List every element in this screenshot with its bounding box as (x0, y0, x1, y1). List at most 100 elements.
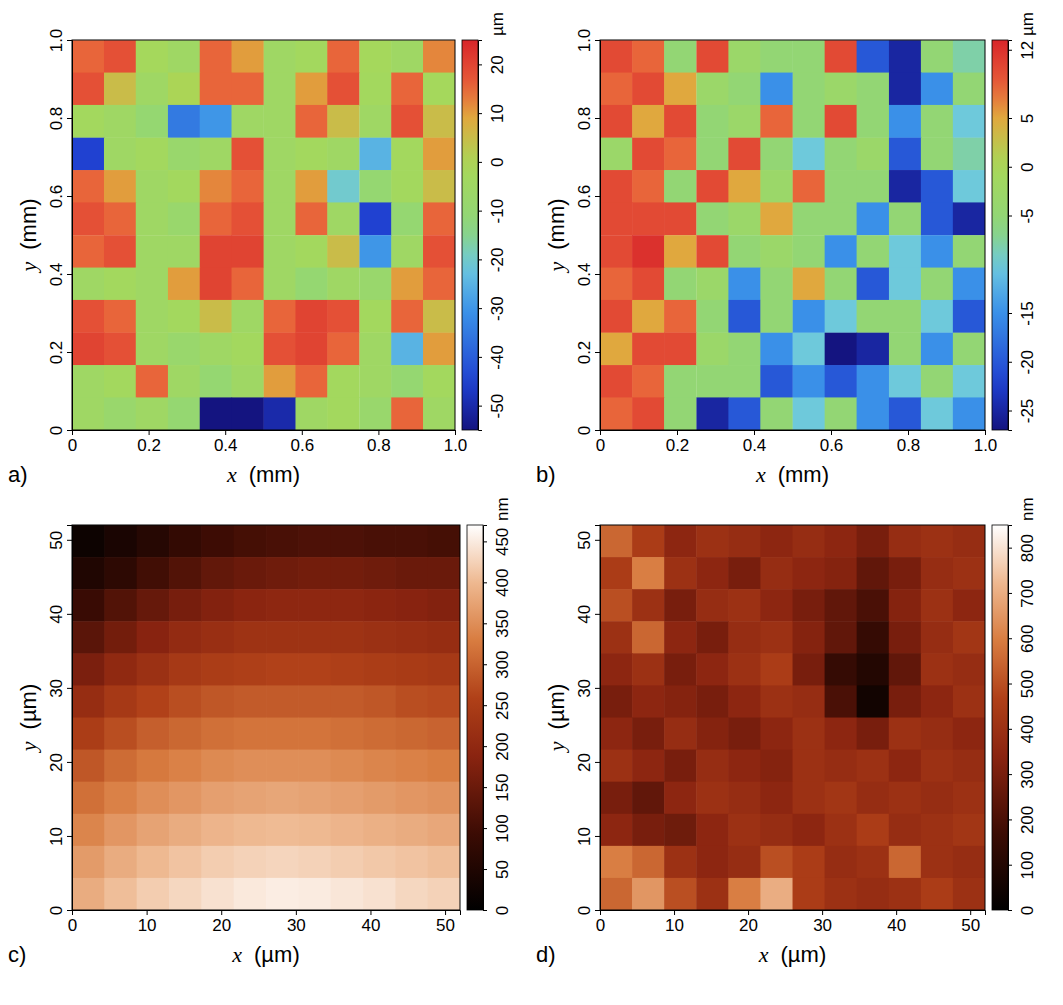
heatmap-cell (728, 878, 761, 910)
colorbar-tick: -20 (478, 248, 507, 273)
heatmap-cell (760, 235, 793, 268)
colorbar-tick: 350 (483, 610, 512, 638)
y-tick-mark (67, 352, 72, 353)
colorbar-tick-label: 0 (493, 906, 512, 915)
heatmap-cell (104, 333, 136, 366)
y-axis: 00.20.40.60.81.0 (47, 29, 73, 436)
heatmap-cell (857, 202, 890, 235)
heatmap-cell (921, 782, 954, 815)
heatmap-cell (889, 170, 922, 203)
x-axis-line (601, 911, 986, 916)
heatmap-cell (169, 621, 202, 654)
x-tick-label: 0.6 (820, 436, 844, 455)
heatmap-cell (234, 718, 267, 751)
y-tick-label: 0.8 (47, 107, 66, 131)
heatmap-cell (921, 621, 954, 654)
heatmap-cell (169, 653, 202, 686)
heatmap-cell (234, 685, 267, 718)
heatmap-cell (168, 73, 200, 106)
colorbar-tick-mark (1008, 774, 1012, 775)
heatmap-cell (600, 718, 633, 751)
heatmap-cell (137, 846, 170, 879)
heatmap-cell (232, 170, 264, 203)
heatmap-cell (728, 621, 761, 654)
heatmap-cell (104, 105, 136, 138)
heatmap-cell (331, 589, 364, 622)
heatmap-cell (857, 589, 890, 622)
heatmap-cell (200, 138, 232, 171)
colorbar-unit: µm (1018, 12, 1037, 36)
heatmap-cell (857, 397, 890, 430)
heatmap-cell (391, 333, 423, 366)
heatmap-cell (363, 846, 396, 879)
heatmap-cell (359, 202, 391, 235)
heatmap-cell (169, 685, 202, 718)
heatmap-cell (295, 397, 327, 430)
colorbar-tick-mark (483, 541, 487, 542)
y-tick-label: 0.4 (47, 263, 66, 287)
x-tick-mark (985, 430, 986, 435)
heatmap-cell (696, 653, 729, 686)
colorbar-tick: 500 (1008, 670, 1037, 698)
heatmap-cell (266, 621, 299, 654)
heatmap-cell (728, 235, 761, 268)
heatmap-cell (137, 653, 170, 686)
heatmap-cell (201, 846, 234, 879)
heatmap-cell (857, 846, 890, 879)
heatmap-cell (632, 621, 665, 654)
figure: 00.20.40.60.81.000.20.40.60.81.0x(mm)y(m… (0, 0, 1063, 1005)
heatmap-cell (664, 202, 697, 235)
heatmap-cell (423, 105, 455, 138)
heatmap-cell (889, 268, 922, 301)
heatmap-cell (295, 105, 327, 138)
heatmap-cell (696, 268, 729, 301)
y-axis-title: y(µm) (544, 684, 569, 753)
heatmap-cell (857, 268, 890, 301)
colorbar-tick-label: 600 (1018, 625, 1037, 653)
heatmap-cell (200, 397, 232, 430)
heatmap-cell (72, 685, 105, 718)
heatmap-cell (664, 138, 697, 171)
heatmap-cell (395, 557, 428, 590)
heatmap-cell (728, 685, 761, 718)
heatmap-cell (921, 589, 954, 622)
colorbar-tick: 400 (1008, 715, 1037, 743)
heatmap-cell (921, 685, 954, 718)
heatmap-cell (696, 73, 729, 106)
heatmap-cell (168, 235, 200, 268)
heatmap-cell (428, 846, 460, 879)
heatmap-cell (953, 653, 985, 686)
heatmap-cell (428, 782, 460, 815)
heatmap-cell (331, 621, 364, 654)
y-tick-label: 10 (47, 827, 66, 846)
heatmap-cell (234, 782, 267, 815)
heatmap-cell (264, 73, 296, 106)
heatmap-cell (825, 525, 858, 558)
heatmap-cell (600, 235, 633, 268)
y-tick-label: 1.0 (575, 29, 594, 53)
heatmap-cell (327, 397, 359, 430)
heatmap-cell (391, 365, 423, 398)
heatmap-cell (664, 268, 697, 301)
heatmap-cell (200, 333, 232, 366)
heatmap-cell (264, 300, 296, 333)
heatmap-cell (664, 73, 697, 106)
x-tick: 0 (68, 430, 77, 455)
y-tick: 50 (575, 531, 600, 550)
x-tick: 30 (813, 910, 832, 935)
x-tick: 1.0 (444, 430, 468, 455)
y-tick-mark (67, 836, 72, 837)
colorbar-tick-mark (478, 162, 482, 163)
heatmap-cell (921, 268, 954, 301)
heatmap-cell (857, 653, 890, 686)
heatmap-cell (825, 782, 858, 815)
heatmap-cell (696, 718, 729, 751)
heatmap-cell (264, 170, 296, 203)
heatmap-cell (298, 557, 331, 590)
heatmap-cell (168, 105, 200, 138)
colorbar-tick-mark (478, 211, 482, 212)
heatmap-cell (696, 397, 729, 430)
y-tick: 0.4 (575, 263, 600, 287)
heatmap-cell (264, 365, 296, 398)
x-tick: 0.4 (743, 430, 767, 455)
